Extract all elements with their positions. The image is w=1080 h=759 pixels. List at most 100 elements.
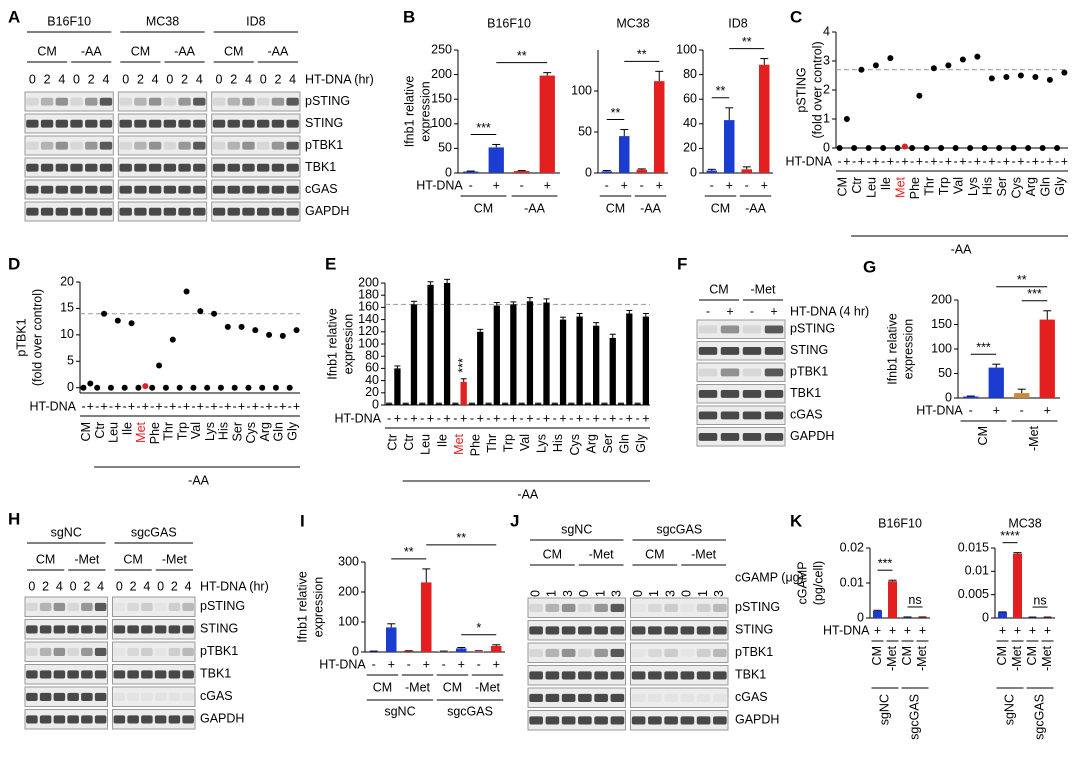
blot-band: [632, 604, 646, 612]
blot-strip: [527, 710, 626, 731]
category-label: Gly: [285, 421, 299, 441]
x-tick-label: -: [881, 154, 885, 168]
blot-strip: [117, 179, 208, 200]
group-label: ID8: [246, 14, 266, 28]
y-axis-label: Ifnb1 relative: [325, 308, 339, 380]
y-tick-label: 0: [67, 380, 74, 394]
blot-band: [720, 368, 740, 377]
category-label: Cys: [244, 422, 258, 444]
blot-band: [578, 648, 592, 658]
blot-band: [271, 141, 285, 150]
y-tick-label: 80: [365, 348, 379, 362]
blot-band: [212, 97, 226, 106]
blot-band: [764, 347, 784, 355]
point: [259, 384, 266, 391]
y-tick-label: 0: [982, 610, 989, 624]
blot-band: [182, 670, 194, 679]
blot-band: [70, 207, 83, 216]
blot-band: [182, 647, 194, 657]
protein-label: pTBK1: [735, 645, 773, 659]
category-label: Trp: [175, 422, 189, 440]
x-tick-label: -: [205, 399, 209, 413]
blot-band: [94, 670, 107, 679]
blot-band: [561, 716, 576, 725]
supergroup-label: sgcGAS: [1032, 694, 1046, 740]
treatment-label: HT-DNA (hr): [305, 72, 374, 86]
x-tick-label: +: [1017, 154, 1024, 168]
significance-label: **: [742, 35, 752, 49]
blot-band: [127, 692, 139, 702]
x-tick-label: -: [260, 399, 264, 413]
y-tick-label: 120: [358, 324, 379, 338]
blot-strip: [527, 620, 626, 641]
blot-band: [631, 693, 646, 703]
blot-band: [742, 368, 762, 377]
blot-strip: [211, 179, 301, 200]
blot-band: [713, 603, 727, 613]
group-label: -AA: [640, 201, 662, 215]
lane-label: 4: [56, 579, 63, 593]
x-tick-label: -: [453, 411, 457, 425]
y-tick-label: 0: [690, 165, 697, 179]
x-tick-label: +: [224, 399, 231, 413]
y-tick-label: 5: [67, 354, 74, 368]
bar: [491, 646, 502, 652]
y-tick-label: 60: [683, 91, 697, 105]
protein-label: cGAS: [790, 408, 823, 422]
group-label: CM: [373, 680, 392, 694]
lane-label: +: [770, 304, 777, 318]
condition-label: -Met: [74, 552, 100, 566]
blot-band: [163, 185, 177, 194]
protein-label: GAPDH: [790, 429, 834, 443]
x-tick-label: +: [293, 399, 300, 413]
bar: [551, 403, 558, 405]
blot-band: [40, 141, 54, 150]
blot-band: [713, 693, 727, 703]
blot-band: [664, 603, 678, 613]
blot-band: [696, 716, 711, 725]
point: [1017, 72, 1024, 79]
protein-label: pSTING: [200, 599, 245, 613]
protein-label: TBK1: [200, 667, 231, 681]
y-tick-label: 20: [365, 385, 379, 399]
x-tick-label: +: [761, 178, 768, 192]
blot-band: [114, 603, 126, 611]
blot-band: [578, 693, 592, 703]
blot-strip: [112, 619, 196, 640]
lane-label: +: [726, 304, 733, 318]
x-tick-label: -: [274, 399, 278, 413]
x-tick-label: +: [183, 399, 190, 413]
category-label: Phe: [148, 422, 162, 444]
point: [94, 384, 101, 391]
y-tick-label: 0: [857, 610, 864, 624]
blot-band: [227, 207, 240, 216]
bar: [601, 171, 612, 173]
x-tick-label: -: [983, 154, 987, 168]
blot-band: [648, 603, 662, 613]
blot-band: [81, 715, 93, 724]
chart-title: MC38: [616, 16, 649, 30]
blot-strip: [630, 597, 729, 618]
blot-band: [178, 185, 191, 194]
panel-letter: F: [677, 254, 687, 273]
treatment-label: cGAMP (μg): [735, 570, 804, 584]
y-tick-label: 150: [931, 317, 952, 331]
blot-band: [242, 97, 255, 106]
treatment-label: HT-DNA: [416, 178, 463, 192]
point: [279, 332, 286, 339]
blot-strip: [24, 709, 108, 730]
category-label: Cys: [1010, 177, 1024, 199]
blot-strip: [24, 201, 114, 222]
condition-label: CM: [37, 44, 56, 58]
lane-label: 2: [274, 72, 281, 86]
blot-band: [561, 671, 576, 680]
x-tick-label: +: [593, 411, 600, 425]
blot-strip: [24, 686, 108, 707]
blot-strip: [112, 709, 196, 730]
x-tick-label: -: [605, 178, 609, 192]
blot-band: [113, 692, 126, 702]
blot-band: [67, 670, 79, 679]
x-tick-label: -: [437, 411, 441, 425]
group-label: -Met: [475, 680, 501, 694]
